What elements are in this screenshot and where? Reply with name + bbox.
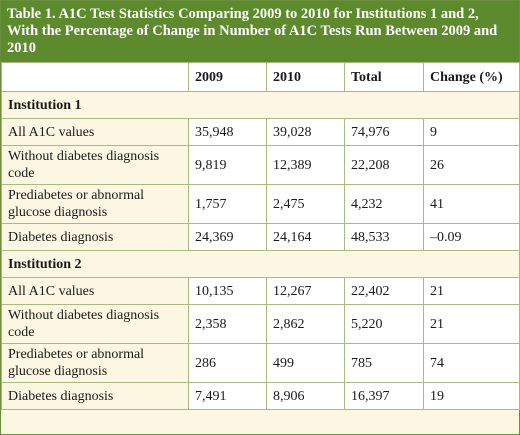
cell-total: 74,976 (344, 118, 424, 146)
table-row: All A1C values 10,135 12,267 22,402 21 (1, 277, 520, 305)
cell-2009: 9,819 (188, 145, 267, 185)
table-row: All A1C values 35,948 39,028 74,976 9 (1, 118, 520, 146)
section-row: Institution 2 (1, 250, 520, 278)
table-row: Diabetes diagnosis 24,369 24,164 48,533 … (1, 223, 520, 251)
cell-total: 48,533 (344, 223, 424, 251)
cell-2010: 24,164 (266, 223, 345, 251)
row-label: Diabetes diagnosis (1, 223, 189, 251)
cell-total: 16,397 (344, 382, 424, 410)
row-label: Prediabetes or abnormal glucose diagnosi… (1, 184, 189, 224)
cell-change: 9 (423, 118, 520, 146)
cell-2009: 10,135 (188, 277, 267, 305)
cell-change: 21 (423, 277, 520, 305)
cell-2010: 2,862 (266, 304, 345, 344)
cell-change: –0.09 (423, 223, 520, 251)
cell-change: 21 (423, 304, 520, 344)
stats-table: 2009 2010 Total Change (%) Institution 1… (1, 62, 520, 410)
cell-change: 74 (423, 343, 520, 383)
cell-change: 26 (423, 145, 520, 185)
row-label: All A1C values (1, 277, 189, 305)
cell-2010: 499 (266, 343, 345, 383)
cell-2010: 2,475 (266, 184, 345, 224)
cell-total: 4,232 (344, 184, 424, 224)
table-caption: Table 1. A1C Test Statistics Comparing 2… (1, 1, 519, 62)
cell-2009: 7,491 (188, 382, 267, 410)
row-label: Without diabetes diagnosis code (1, 145, 189, 185)
section-title: Institution 2 (1, 250, 520, 278)
cell-total: 22,402 (344, 277, 424, 305)
cell-2010: 12,389 (266, 145, 345, 185)
cell-2009: 1,757 (188, 184, 267, 224)
row-label: All A1C values (1, 118, 189, 146)
cell-2009: 286 (188, 343, 267, 383)
row-label: Prediabetes or abnormal glucose diagnosi… (1, 343, 189, 383)
cell-2009: 2,358 (188, 304, 267, 344)
column-header (1, 62, 189, 92)
table-row: Without diabetes diagnosis code 2,358 2,… (1, 304, 520, 344)
cell-total: 785 (344, 343, 424, 383)
header-row: 2009 2010 Total Change (%) (1, 62, 520, 92)
cell-2009: 35,948 (188, 118, 267, 146)
row-label: Diabetes diagnosis (1, 382, 189, 410)
table-row: Without diabetes diagnosis code 9,819 12… (1, 145, 520, 185)
cell-change: 19 (423, 382, 520, 410)
cell-2010: 12,267 (266, 277, 345, 305)
column-header-2010: 2010 (266, 62, 345, 92)
column-header-2009: 2009 (188, 62, 267, 92)
cell-change: 41 (423, 184, 520, 224)
cell-total: 5,220 (344, 304, 424, 344)
table-row: Prediabetes or abnormal glucose diagnosi… (1, 184, 520, 224)
cell-2010: 8,906 (266, 382, 345, 410)
table-row: Diabetes diagnosis 7,491 8,906 16,397 19 (1, 382, 520, 410)
table-row: Prediabetes or abnormal glucose diagnosi… (1, 343, 520, 383)
cell-2010: 39,028 (266, 118, 345, 146)
section-title: Institution 1 (1, 91, 520, 119)
cell-total: 22,208 (344, 145, 424, 185)
section-row: Institution 1 (1, 91, 520, 119)
column-header-change: Change (%) (423, 62, 520, 92)
cell-2009: 24,369 (188, 223, 267, 251)
column-header-total: Total (344, 62, 424, 92)
row-label: Without diabetes diagnosis code (1, 304, 189, 344)
